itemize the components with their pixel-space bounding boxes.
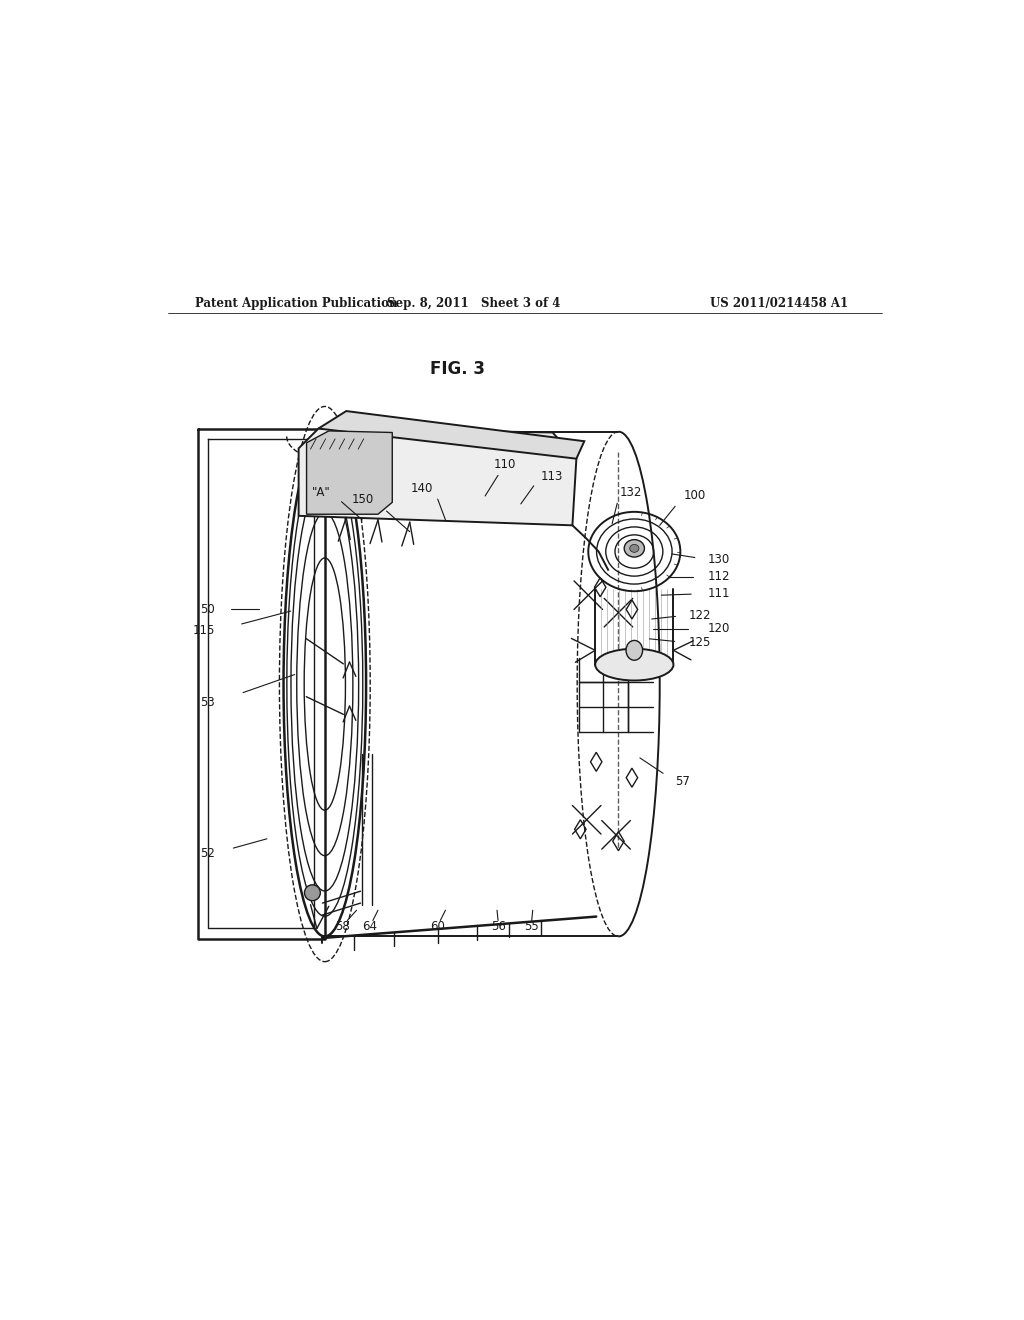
Text: 100: 100 — [684, 490, 706, 503]
Text: 50: 50 — [201, 603, 215, 616]
Ellipse shape — [304, 884, 321, 900]
Text: 120: 120 — [708, 622, 730, 635]
Text: 112: 112 — [708, 570, 730, 583]
Polygon shape — [318, 411, 585, 458]
Ellipse shape — [626, 640, 643, 660]
Text: 132: 132 — [620, 486, 642, 499]
Text: 113: 113 — [541, 470, 563, 483]
Text: Sep. 8, 2011   Sheet 3 of 4: Sep. 8, 2011 Sheet 3 of 4 — [386, 297, 560, 310]
Text: 111: 111 — [708, 587, 730, 601]
Text: 122: 122 — [688, 609, 711, 622]
Text: 115: 115 — [193, 624, 215, 638]
Text: "A": "A" — [311, 486, 331, 499]
Text: 110: 110 — [494, 458, 516, 471]
Text: FIG. 3: FIG. 3 — [430, 360, 484, 378]
Text: 150: 150 — [352, 494, 374, 507]
Text: 53: 53 — [201, 696, 215, 709]
Text: US 2011/0214458 A1: US 2011/0214458 A1 — [710, 297, 848, 310]
Polygon shape — [306, 430, 392, 515]
Polygon shape — [299, 429, 577, 525]
Text: 56: 56 — [492, 920, 506, 933]
Text: 58: 58 — [335, 920, 349, 933]
Text: 60: 60 — [430, 920, 445, 933]
Text: 57: 57 — [676, 775, 690, 788]
Text: 52: 52 — [201, 846, 215, 859]
Ellipse shape — [595, 648, 674, 681]
Text: 55: 55 — [523, 920, 539, 933]
Ellipse shape — [630, 544, 639, 552]
Text: Patent Application Publication: Patent Application Publication — [196, 297, 398, 310]
Text: 140: 140 — [412, 482, 433, 495]
Text: 130: 130 — [708, 553, 729, 566]
Text: 64: 64 — [362, 920, 378, 933]
Ellipse shape — [625, 540, 644, 557]
Text: 125: 125 — [688, 636, 711, 649]
